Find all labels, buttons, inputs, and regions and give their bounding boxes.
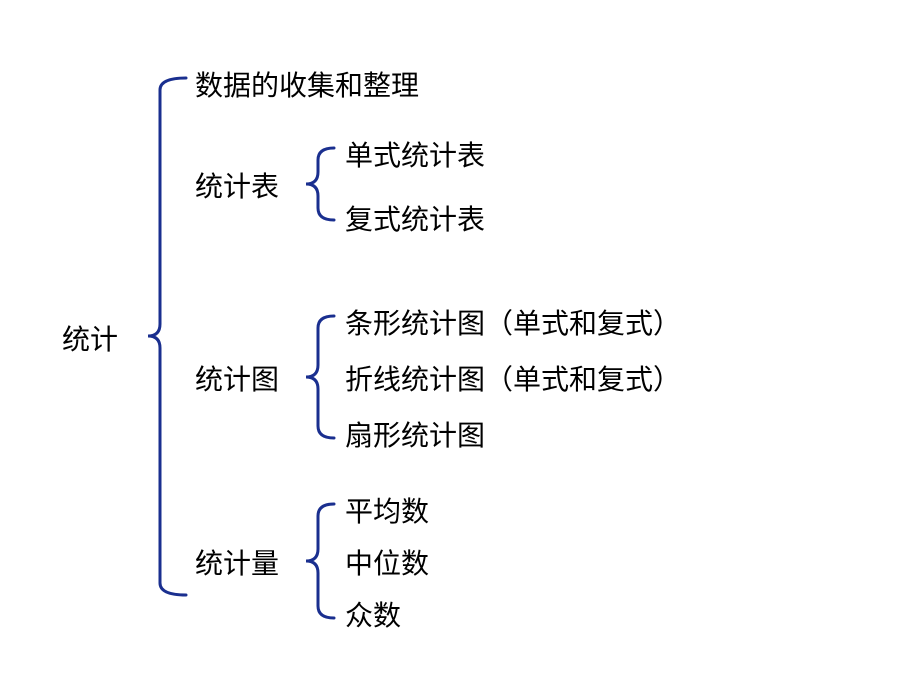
brace-measure [306, 504, 334, 618]
level2-node: 单式统计表 [345, 134, 485, 174]
level2-node: 众数 [345, 594, 401, 634]
level1-node: 统计表 [195, 165, 279, 205]
level1-node: 统计图 [195, 358, 279, 398]
brace-table [306, 148, 334, 220]
tree-diagram: 统计 数据的收集和整理统计表 单式统计表复式统计表统计图 条形统计图（单式和复式） 折… [0, 0, 920, 690]
level2-node: 中位数 [345, 542, 429, 582]
braces-svg [0, 0, 920, 690]
level1-node: 统计量 [195, 542, 279, 582]
level2-node: 平均数 [345, 490, 429, 530]
level2-node: 复式统计表 [345, 198, 485, 238]
level2-node: 折线统计图（单式和复式） [345, 358, 681, 398]
level2-node: 扇形统计图 [345, 414, 485, 454]
level1-node: 数据的收集和整理 [195, 64, 419, 104]
brace-chart [306, 316, 334, 438]
brace-main [148, 78, 186, 595]
root-node: 统计 [62, 318, 118, 358]
level2-node: 条形统计图（单式和复式） [345, 302, 681, 342]
